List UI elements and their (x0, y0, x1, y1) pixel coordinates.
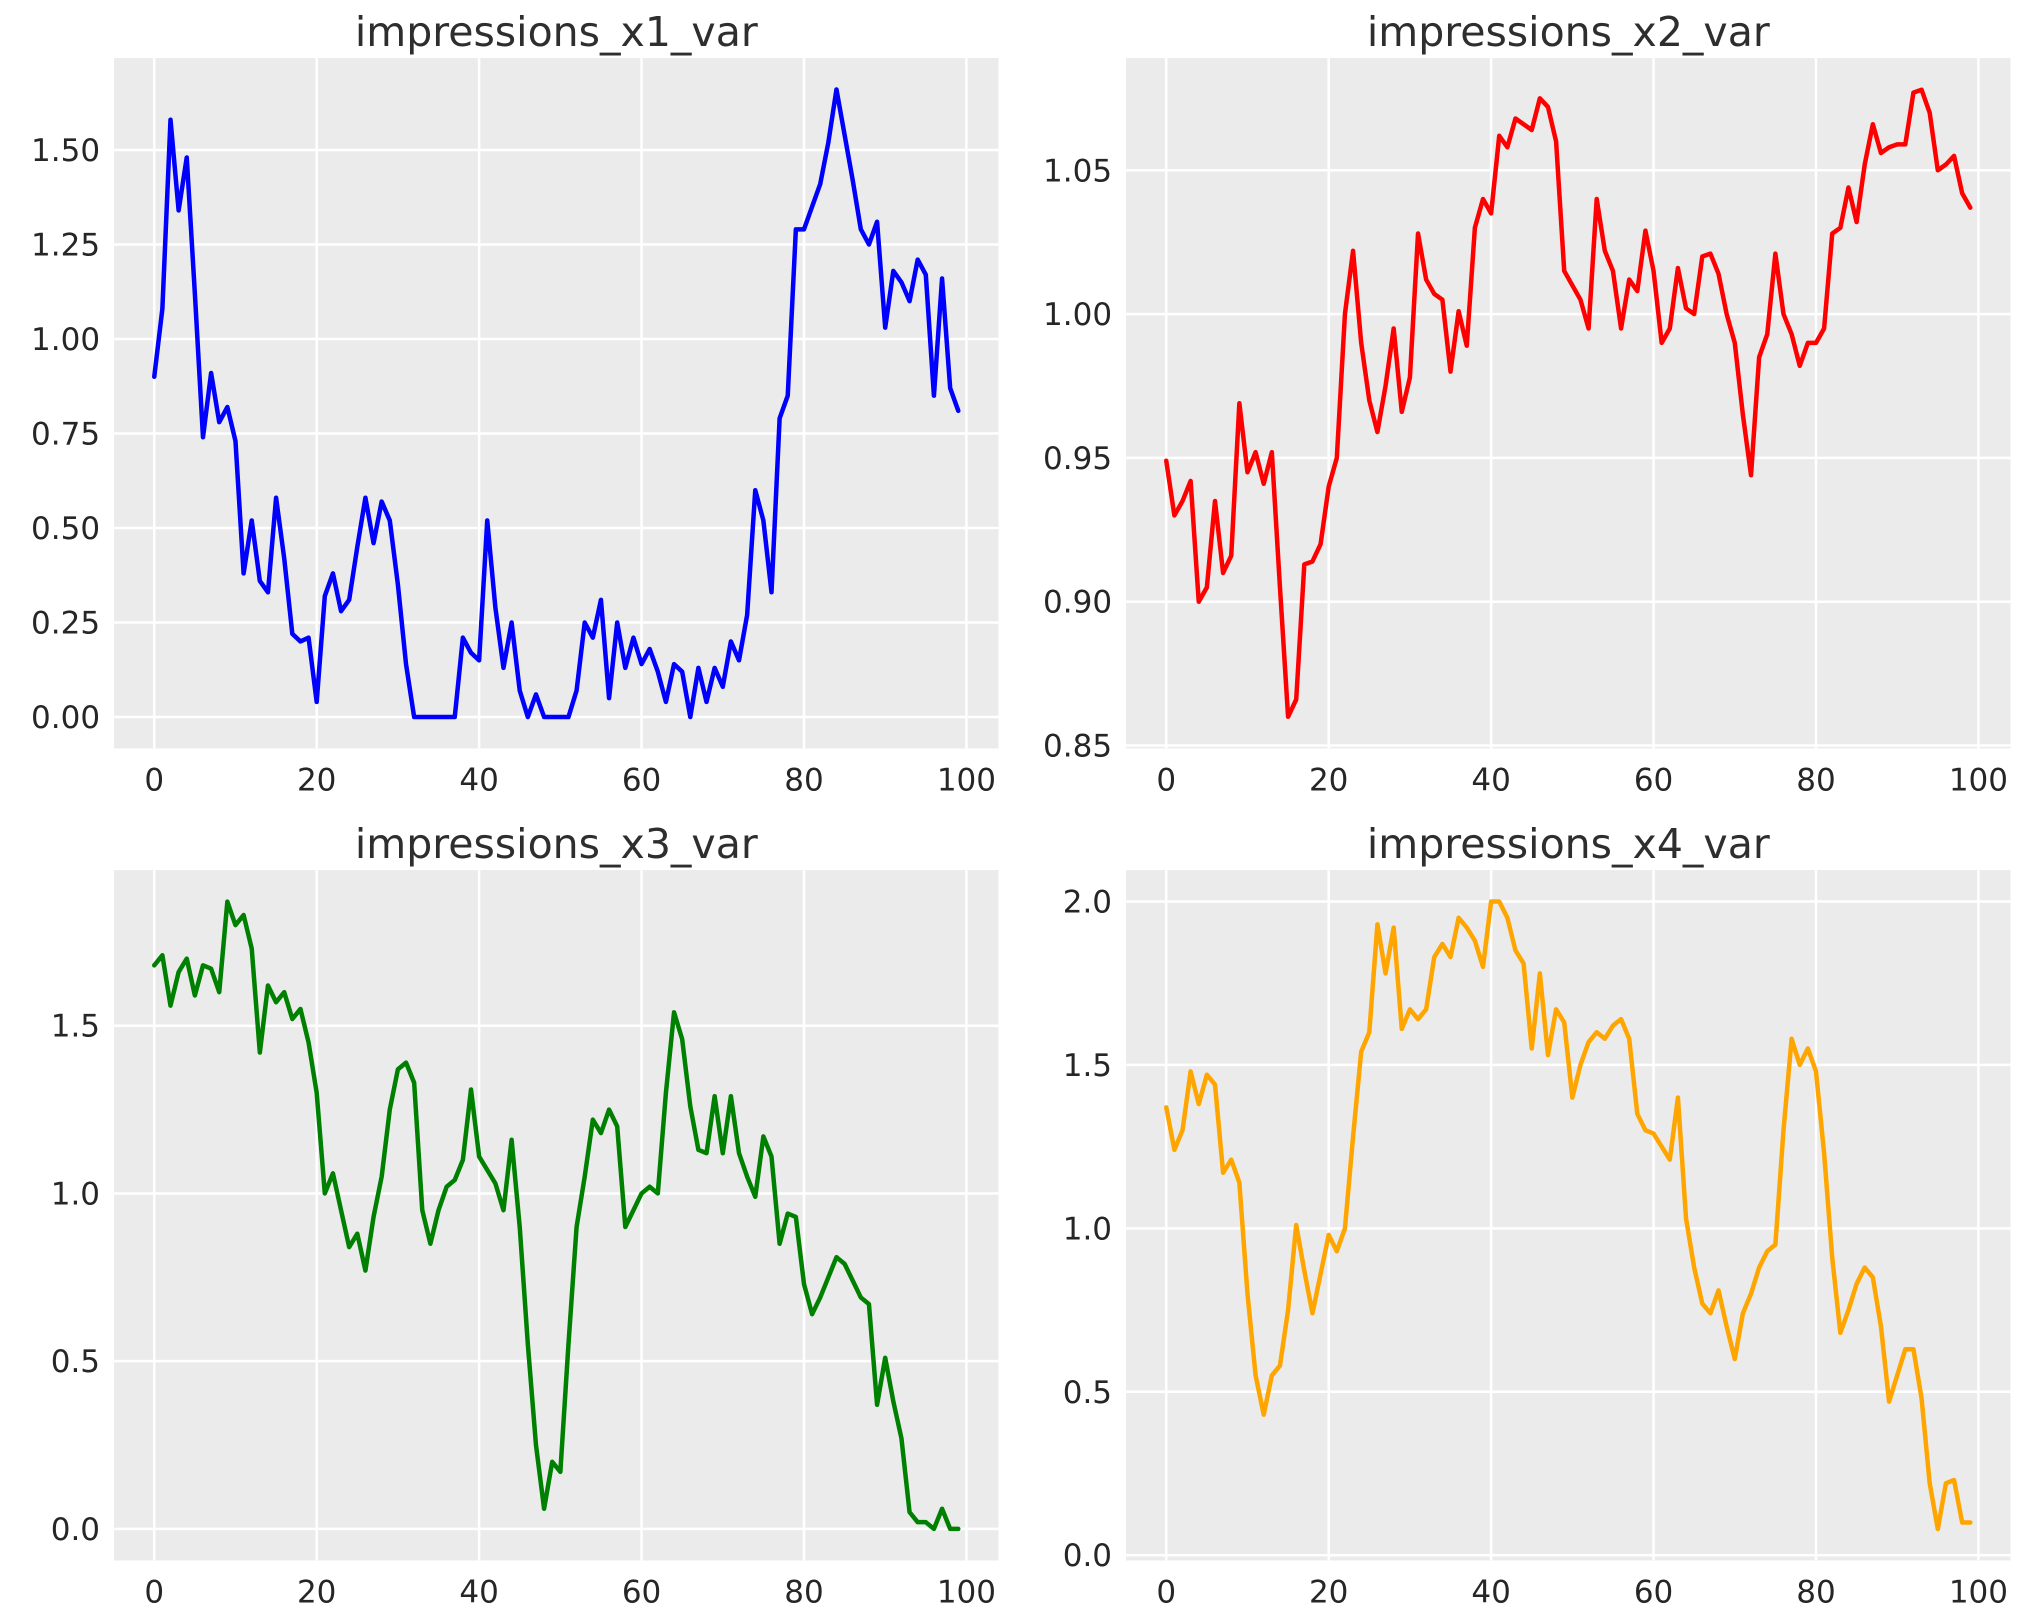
y-tick-label: 0.50 (31, 511, 100, 547)
y-tick-label: 0.25 (31, 606, 100, 642)
chart-panel-impressions-x2-var: 0 20 40 60 80 100 0.85 0.90 0.95 1.00 1.05 impressi… (1012, 0, 2023, 812)
y-tick-label: 1.05 (1043, 153, 1112, 189)
x-tick-label: 60 (622, 1574, 661, 1610)
x-tick-label: 0 (144, 1574, 164, 1610)
x-tick-label: 60 (1633, 762, 1672, 798)
line-chart-impressions-x4-var: 0 20 40 60 80 100 0.0 0.5 1.0 1.5 2.0 impressions_x… (1062, 820, 2010, 1610)
x-tick-label: 80 (1796, 1574, 1835, 1610)
y-tick-label: 1.25 (31, 227, 100, 263)
data-series-line (1163, 87, 1973, 720)
chart-title: impressions_x1_var (355, 8, 758, 56)
y-tick-label: 1.50 (31, 133, 100, 169)
data-series-line (152, 87, 961, 720)
y-tick-label: 1.00 (1043, 297, 1112, 333)
plot-background (1125, 869, 2010, 1560)
y-tick-label: 0.00 (31, 700, 100, 736)
y-tick-label: 1.0 (1062, 1211, 1111, 1247)
y-tick-label: 0.85 (1043, 729, 1112, 765)
y-tick-label: 0.95 (1043, 441, 1112, 477)
x-tick-label: 40 (459, 762, 498, 798)
data-series-line (1163, 898, 1973, 1531)
x-tick-label: 20 (297, 762, 336, 798)
y-tick-label: 1.5 (51, 1008, 100, 1044)
line-chart-impressions-x1-var: 0 20 40 60 80 100 0.00 0.25 0.50 0.75 1.00 1.25 1.50… (31, 8, 999, 798)
x-tick-label: 100 (937, 762, 996, 798)
x-tick-label: 0 (1156, 1574, 1176, 1610)
y-tick-label: 1.5 (1062, 1047, 1111, 1083)
chart-title: impressions_x4_var (1366, 820, 1769, 868)
x-tick-label: 40 (459, 1574, 498, 1610)
chart-title: impressions_x3_var (355, 820, 758, 868)
x-tick-label: 80 (784, 1574, 823, 1610)
line-chart-impressions-x3-var: 0 20 40 60 80 100 0.0 0.5 1.0 1.5 impressions_x3_v… (51, 820, 999, 1610)
y-tick-label: 2.0 (1062, 884, 1111, 920)
x-tick-label: 0 (144, 762, 164, 798)
plot-background (114, 58, 999, 749)
chart-panel-impressions-x4-var: 0 20 40 60 80 100 0.0 0.5 1.0 1.5 2.0 impressions_x… (1012, 812, 2023, 1623)
x-tick-label: 100 (1948, 1574, 2007, 1610)
x-tick-label: 20 (297, 1574, 336, 1610)
x-tick-label: 60 (622, 762, 661, 798)
x-tick-label: 100 (937, 1574, 996, 1610)
y-tick-label: 0.75 (31, 416, 100, 452)
x-tick-label: 80 (784, 762, 823, 798)
y-tick-label: 0.5 (51, 1344, 100, 1380)
x-tick-label: 20 (1308, 1574, 1347, 1610)
line-chart-impressions-x2-var: 0 20 40 60 80 100 0.85 0.90 0.95 1.00 1.05 impressi… (1043, 8, 2010, 798)
y-tick-label: 1.00 (31, 322, 100, 358)
chart-title: impressions_x2_var (1366, 8, 1769, 56)
plot-background (114, 869, 999, 1560)
chart-panel-impressions-x1-var: 0 20 40 60 80 100 0.00 0.25 0.50 0.75 1.00 1.25 1.50… (0, 0, 1012, 812)
chart-panel-impressions-x3-var: 0 20 40 60 80 100 0.0 0.5 1.0 1.5 impressions_x3_v… (0, 812, 1012, 1623)
data-series-line (152, 898, 961, 1531)
y-tick-label: 0.0 (1062, 1538, 1111, 1574)
x-tick-label: 80 (1796, 762, 1835, 798)
y-tick-label: 0.90 (1043, 585, 1112, 621)
y-tick-label: 1.0 (51, 1176, 100, 1212)
y-tick-label: 0.0 (51, 1511, 100, 1547)
x-tick-label: 0 (1156, 762, 1176, 798)
x-tick-label: 40 (1471, 762, 1510, 798)
y-tick-label: 0.5 (1062, 1374, 1111, 1410)
x-tick-label: 60 (1633, 1574, 1672, 1610)
x-tick-label: 100 (1948, 762, 2007, 798)
x-tick-label: 40 (1471, 1574, 1510, 1610)
x-tick-label: 20 (1308, 762, 1347, 798)
plot-background (1125, 58, 2010, 749)
